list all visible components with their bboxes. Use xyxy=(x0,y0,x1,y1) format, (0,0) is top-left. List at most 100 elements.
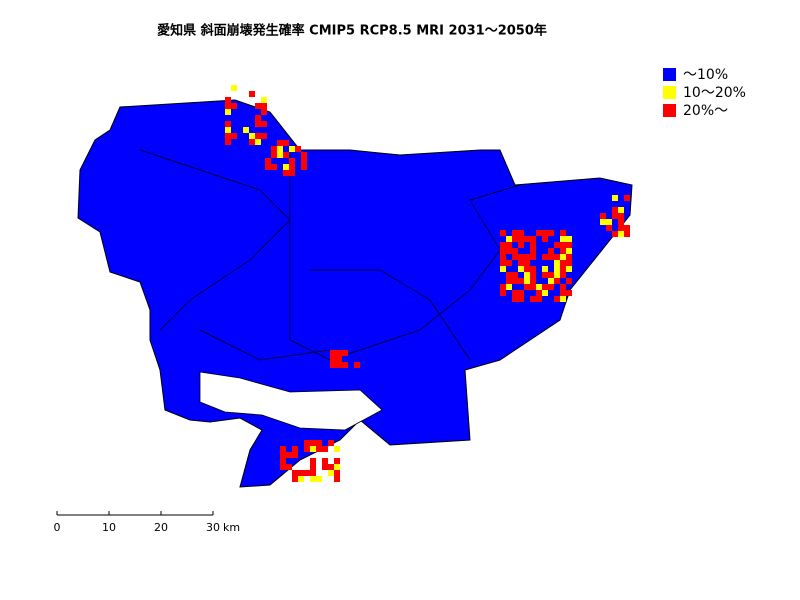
scale-unit: km xyxy=(223,521,240,534)
risk-cell xyxy=(554,272,560,278)
risk-cell xyxy=(271,164,277,170)
risk-cell xyxy=(566,242,572,248)
risk-cell xyxy=(336,362,342,368)
risk-cell xyxy=(231,133,237,139)
risk-cell xyxy=(506,236,512,242)
risk-cell xyxy=(292,476,298,482)
risk-cell xyxy=(612,207,618,213)
risk-cell xyxy=(530,278,536,284)
risk-cell xyxy=(530,236,536,242)
risk-cell xyxy=(225,97,231,103)
risk-cell xyxy=(618,225,624,231)
risk-cell xyxy=(322,458,328,464)
risk-cell xyxy=(618,213,624,219)
risk-cell xyxy=(261,109,267,115)
risk-cell xyxy=(280,458,286,464)
risk-cell xyxy=(512,248,518,254)
risk-cell xyxy=(566,248,572,254)
risk-cells xyxy=(225,85,630,482)
risk-cell xyxy=(612,231,618,237)
risk-cell xyxy=(292,446,298,452)
risk-cell xyxy=(536,284,542,290)
risk-cell xyxy=(542,290,548,296)
risk-cell xyxy=(342,350,348,356)
risk-cell xyxy=(336,350,342,356)
risk-cell xyxy=(322,446,328,452)
district-boundary xyxy=(310,269,471,361)
risk-cell xyxy=(542,272,548,278)
risk-cell xyxy=(310,458,316,464)
risk-cell xyxy=(316,446,322,452)
risk-cell xyxy=(249,133,255,139)
risk-cell xyxy=(530,254,536,260)
risk-cell xyxy=(524,266,530,272)
risk-cell xyxy=(560,266,566,272)
legend-label: 10～20% xyxy=(683,85,746,101)
risk-cell xyxy=(330,350,336,356)
risk-cell xyxy=(334,476,340,482)
risk-cell xyxy=(518,254,524,260)
risk-cell xyxy=(310,476,316,482)
risk-cell xyxy=(512,236,518,242)
risk-cell xyxy=(560,290,566,296)
risk-cell xyxy=(530,296,536,302)
risk-cell xyxy=(225,127,231,133)
scale-label: 30 xyxy=(206,521,220,534)
risk-cell xyxy=(310,446,316,452)
scale-bar: 0 10 20 30 km xyxy=(54,511,240,534)
risk-cell xyxy=(286,464,292,470)
risk-cell xyxy=(554,266,560,272)
risk-cell xyxy=(566,266,572,272)
legend-label: 20%～ xyxy=(683,103,728,119)
risk-cell xyxy=(506,242,512,248)
risk-cell xyxy=(336,356,342,362)
risk-cell xyxy=(554,254,560,260)
scale-label: 0 xyxy=(54,521,61,534)
risk-cell xyxy=(524,254,530,260)
risk-cell xyxy=(500,254,506,260)
district-boundary xyxy=(139,149,291,331)
risk-cell xyxy=(548,230,554,236)
risk-cell xyxy=(500,290,506,296)
risk-cell xyxy=(261,97,267,103)
risk-cell xyxy=(283,152,289,158)
risk-cell xyxy=(542,266,548,272)
risk-cell xyxy=(512,230,518,236)
bay-water xyxy=(199,371,383,431)
risk-cell xyxy=(277,146,283,152)
risk-cell xyxy=(530,248,536,254)
risk-cell xyxy=(280,446,286,452)
risk-cell xyxy=(560,254,566,260)
risk-cell xyxy=(283,164,289,170)
legend-swatch xyxy=(663,86,676,99)
risk-cell xyxy=(512,254,518,260)
risk-cell xyxy=(298,476,304,482)
risk-cell xyxy=(512,272,518,278)
risk-cell xyxy=(500,284,506,290)
risk-cell xyxy=(298,470,304,476)
risk-cell xyxy=(292,470,298,476)
risk-cell xyxy=(295,146,301,152)
risk-cell xyxy=(506,272,512,278)
risk-cell xyxy=(566,260,572,266)
risk-cell xyxy=(304,440,310,446)
risk-cell xyxy=(334,464,340,470)
risk-cell xyxy=(261,103,267,109)
risk-cell xyxy=(548,284,554,290)
risk-cell xyxy=(322,464,328,470)
risk-cell xyxy=(536,290,542,296)
risk-cell xyxy=(225,103,231,109)
risk-cell xyxy=(225,139,231,145)
risk-cell xyxy=(249,91,255,97)
risk-cell xyxy=(255,139,261,145)
risk-cell xyxy=(554,278,560,284)
district-boundary xyxy=(289,150,521,361)
scale-label: 20 xyxy=(154,521,168,534)
risk-cell xyxy=(548,272,554,278)
risk-cell xyxy=(560,296,566,302)
risk-cell xyxy=(500,260,506,266)
risk-cell xyxy=(334,458,340,464)
risk-cell xyxy=(524,236,530,242)
risk-cell xyxy=(289,170,295,176)
legend-swatch xyxy=(663,104,676,117)
